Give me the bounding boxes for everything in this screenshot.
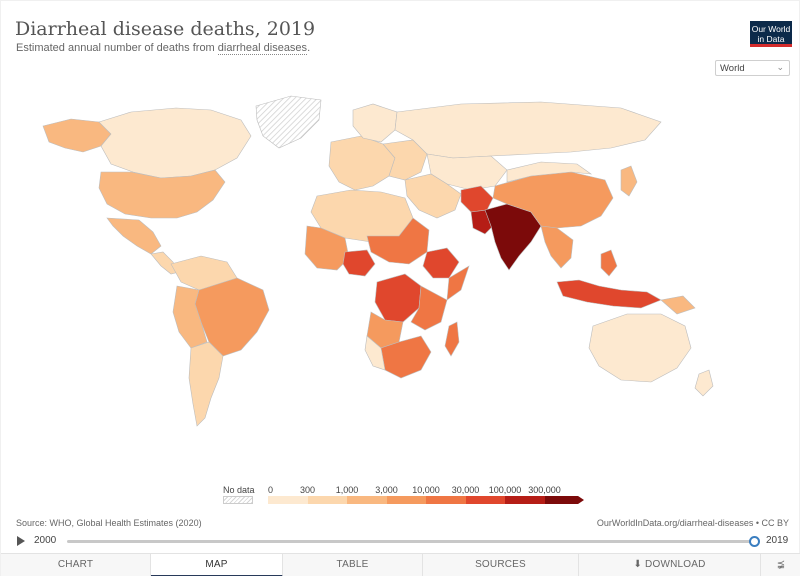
subtitle-suffix: . — [307, 42, 311, 54]
legend-bin[interactable] — [268, 496, 308, 504]
timeline-start: 2000 — [34, 535, 57, 546]
subtitle-link[interactable]: diarrheal diseases — [217, 42, 308, 55]
country-new-zealand — [694, 369, 714, 397]
country-namibia-botswana — [364, 335, 386, 371]
country-southeast-asia — [540, 225, 574, 269]
legend-tick-label: 1,000 — [335, 485, 359, 495]
logo-line-1: Our World — [751, 24, 791, 34]
legend-nodata-swatch — [223, 496, 253, 504]
country-usa — [98, 169, 226, 219]
country-mexico — [106, 217, 162, 255]
owid-logo[interactable]: Our World in Data — [750, 21, 792, 47]
tab-map[interactable]: MAP — [151, 554, 283, 576]
country-southern-africa — [380, 335, 432, 379]
timeline: 2000 2019 — [1, 533, 800, 551]
tab-bar: CHART MAP TABLE SOURCES ⬇ DOWNLOAD ⪵ — [1, 553, 800, 576]
legend-tick-label: 100,000 — [488, 485, 522, 495]
map-legend: No data 0 300 1,000 3,000 10,000 30,000 100,00… — [223, 485, 603, 507]
country-middle-east — [404, 173, 462, 219]
tab-sources[interactable]: SOURCES — [423, 554, 579, 576]
world-map[interactable] — [1, 86, 800, 481]
chevron-down-icon: ⌄ — [776, 62, 784, 72]
country-argentina-chile — [188, 341, 224, 427]
legend-tick-label: 300,000 — [528, 485, 561, 495]
country-russia — [394, 101, 662, 159]
legend-bin[interactable] — [544, 496, 584, 504]
logo-line-2: in Data — [757, 34, 785, 44]
country-philippines — [600, 249, 618, 277]
legend-tick-label: 3,000 — [375, 485, 398, 495]
country-somalia — [446, 265, 470, 301]
country-nigeria — [342, 249, 376, 277]
country-ethiopia — [422, 247, 460, 279]
share-icon: ⪵ — [776, 559, 786, 570]
country-papua — [660, 295, 696, 315]
legend-bin[interactable] — [307, 496, 347, 504]
source-note: Source: WHO, Global Health Estimates (20… — [16, 518, 202, 528]
timeline-handle[interactable] — [749, 536, 760, 547]
tab-download[interactable]: ⬇ DOWNLOAD — [579, 554, 761, 576]
country-scandinavia — [352, 103, 398, 143]
legend-bin[interactable] — [426, 496, 466, 504]
source-url[interactable]: OurWorldInData.org/diarrheal-diseases • … — [596, 518, 789, 528]
legend-tick-label: 10,000 — [412, 485, 440, 495]
country-australia — [588, 313, 692, 383]
country-madagascar — [444, 321, 460, 357]
legend-bin[interactable] — [347, 496, 387, 504]
chart-subtitle: Estimated annual number of deaths from d… — [16, 42, 311, 55]
legend-tick-label: 30,000 — [451, 485, 480, 495]
tab-share[interactable]: ⪵ — [761, 554, 800, 576]
tab-download-label: DOWNLOAD — [645, 559, 706, 570]
timeline-end: 2019 — [766, 535, 789, 546]
legend-tick-label: 0 — [268, 485, 274, 495]
country-peru-bolivia — [172, 285, 208, 349]
tab-chart[interactable]: CHART — [1, 554, 151, 576]
legend-tick-label: 300 — [299, 485, 316, 495]
region-select-value: World — [720, 63, 745, 74]
legend-bin[interactable] — [465, 496, 505, 504]
country-drc — [374, 273, 422, 323]
tab-table[interactable]: TABLE — [283, 554, 423, 576]
timeline-track[interactable] — [67, 540, 753, 543]
download-icon: ⬇ — [633, 559, 643, 570]
region-select[interactable]: World ⌄ — [715, 60, 790, 76]
legend-bin[interactable] — [386, 496, 426, 504]
chart-title: Diarrheal disease deaths, 2019 — [15, 18, 316, 40]
country-afghanistan — [460, 185, 494, 213]
subtitle-prefix: Estimated annual number of deaths from — [16, 42, 218, 54]
country-japan — [620, 165, 638, 197]
country-canada — [98, 107, 252, 179]
country-greenland — [255, 95, 322, 149]
country-indonesia — [556, 279, 662, 309]
country-mongolia — [506, 161, 593, 183]
legend-nodata-label: No data — [223, 485, 255, 495]
play-icon[interactable] — [17, 536, 25, 546]
legend-bin[interactable] — [505, 496, 545, 504]
country-east-africa — [410, 285, 448, 331]
